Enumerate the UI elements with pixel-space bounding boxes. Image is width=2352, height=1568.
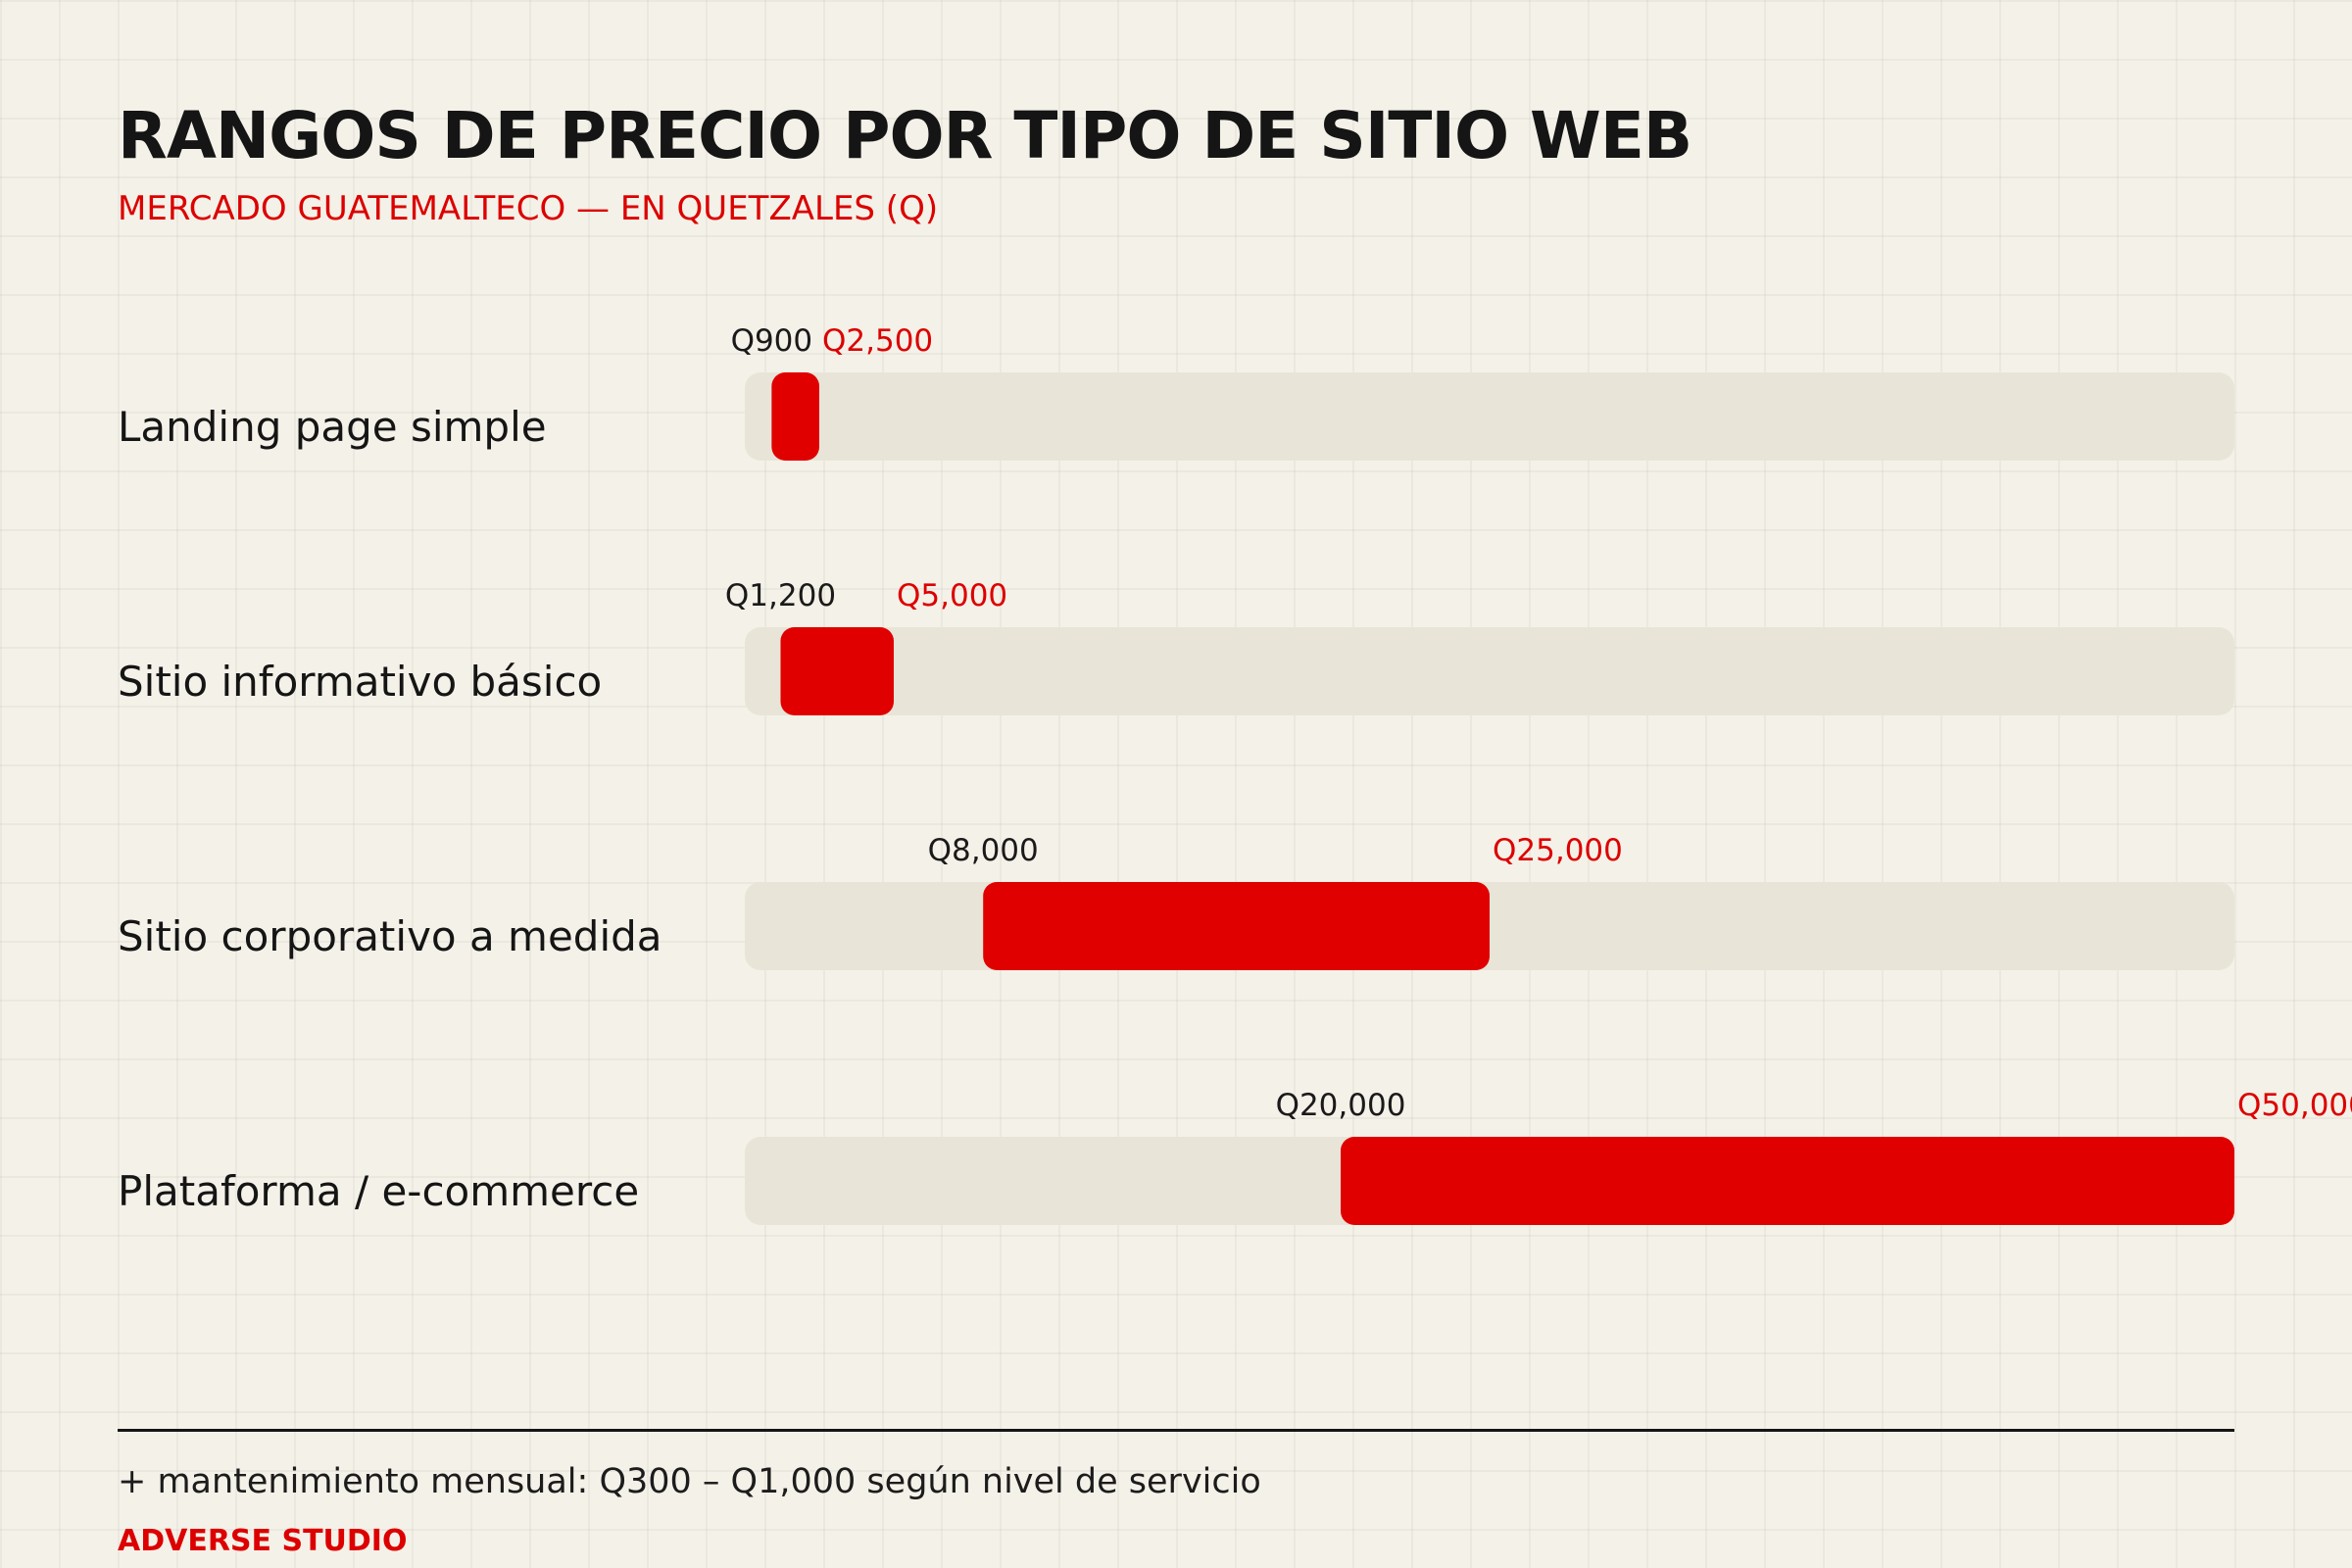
chart-subtitle: MERCADO GUATEMALTECO — EN QUETZALES (Q) bbox=[118, 189, 939, 228]
range-chart: Landing page simple Q900 Q2,500 Sitio infor… bbox=[118, 323, 2352, 1225]
range-track bbox=[745, 627, 2234, 715]
range-bar bbox=[983, 882, 1490, 970]
category-label: Plataforma / e-commerce bbox=[118, 1167, 639, 1215]
category-label: Landing page simple bbox=[118, 403, 547, 451]
min-price-label: Q20,000 bbox=[1276, 1088, 1406, 1123]
range-track bbox=[745, 372, 2234, 461]
range-bar bbox=[780, 627, 894, 715]
range-bar bbox=[1341, 1137, 2234, 1225]
max-price-label: Q5,000 bbox=[897, 578, 1007, 613]
maintenance-note: + mantenimiento mensual: Q300 – Q1,000 s… bbox=[118, 1462, 1261, 1501]
footer-divider bbox=[118, 1429, 2234, 1432]
max-price-label: Q50,000 bbox=[2237, 1088, 2352, 1123]
brand-name: ADVERSE STUDIO bbox=[118, 1524, 408, 1558]
category-label: Sitio corporativo a medida bbox=[118, 912, 662, 960]
chart-title: RANGOS DE PRECIO POR TIPO DE SITIO WEB bbox=[118, 98, 1692, 173]
min-price-label: Q1,200 bbox=[725, 578, 836, 613]
min-price-label: Q8,000 bbox=[928, 833, 1039, 868]
min-price-label: Q900 bbox=[731, 323, 813, 359]
range-bar bbox=[771, 372, 819, 461]
max-price-label: Q2,500 bbox=[822, 323, 933, 359]
max-price-label: Q25,000 bbox=[1493, 833, 1623, 868]
category-label: Sitio informativo básico bbox=[118, 658, 602, 706]
